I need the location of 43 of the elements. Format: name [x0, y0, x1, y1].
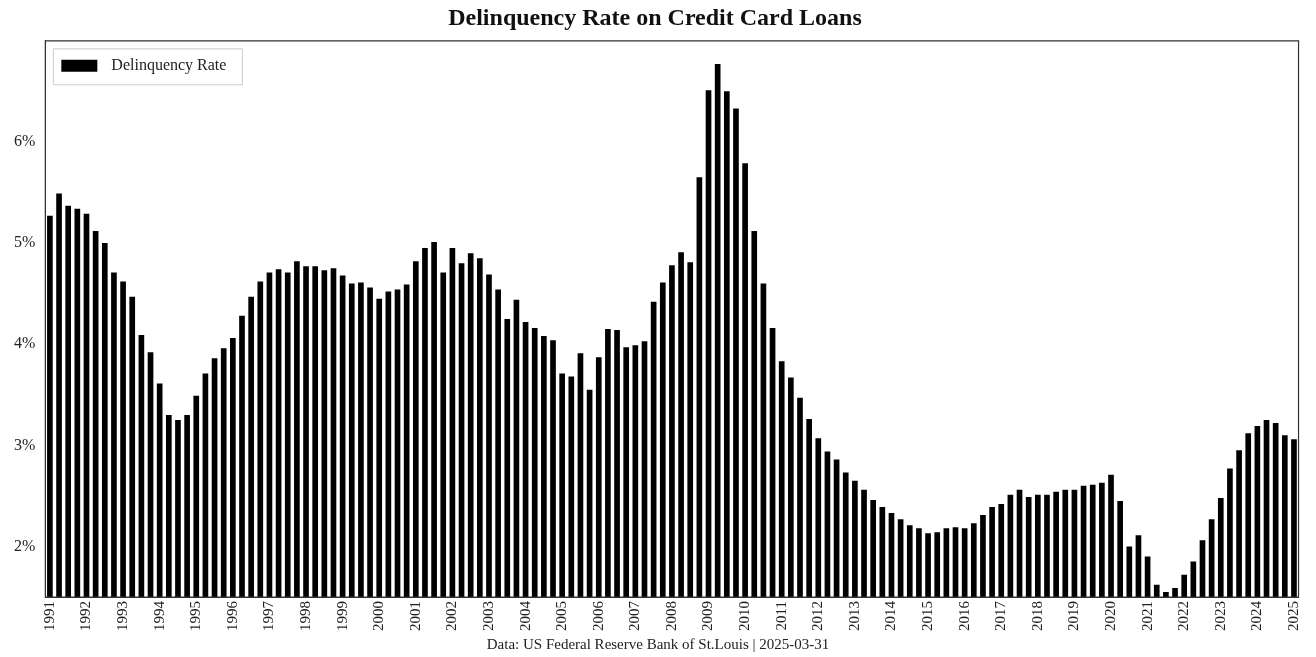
x-tick-label: 2019	[1065, 601, 1082, 631]
x-tick-label: 2024	[1248, 600, 1265, 631]
y-tick-label: 4%	[14, 334, 36, 352]
x-tick-label: 2012	[809, 601, 826, 631]
x-tick-label: 1991	[40, 601, 57, 631]
x-tick-label: 2006	[589, 600, 606, 631]
x-tick-label: 1999	[333, 601, 350, 631]
x-tick-label: 2025	[1284, 601, 1301, 631]
x-tick-label: 2016	[955, 600, 972, 631]
x-tick-label: 1996	[223, 600, 240, 631]
x-tick-label: 1995	[187, 601, 204, 631]
chart-title: Delinquency Rate on Credit Card Loans	[448, 3, 862, 30]
y-tick-label: 5%	[14, 233, 36, 251]
text: Data: US Federal Reserve Bank of St.Louis | 2025-03-31	[485, 636, 831, 653]
x-tick-label: 2003	[479, 601, 496, 631]
x-tick-label: 2008	[662, 601, 679, 631]
x-tick-label: 2023	[1211, 601, 1228, 631]
x-tick-label: 2020	[1101, 601, 1118, 631]
x-tick-label: 2015	[919, 601, 935, 631]
x-tick-label: 2002	[443, 601, 460, 631]
x-tick-label: 1998	[296, 601, 313, 631]
x-tick-label: 2018	[1028, 601, 1045, 631]
x-tick-label: 2005	[553, 601, 570, 631]
y-tick-label: 6%	[14, 132, 36, 150]
x-tick-label: 1993	[114, 601, 131, 631]
x-tick-label: 2013	[845, 601, 862, 631]
x-tick-label: 2009	[699, 601, 716, 631]
y-tick-label: 2%	[14, 536, 36, 554]
y-tick-label: 3%	[14, 435, 36, 453]
x-tick-label: 1994	[150, 600, 167, 631]
x-tick-label: 1997	[260, 600, 277, 631]
legend-label: Delinquency Rate	[111, 56, 227, 74]
x-tick-label: 2021	[1138, 601, 1155, 631]
x-tick-label: 2007	[626, 600, 643, 631]
x-tick-label: 2000	[370, 601, 387, 631]
x-tick-label: 2001	[406, 601, 423, 631]
x-tick-label: 2011	[772, 601, 789, 631]
x-tick-label: 2017	[992, 600, 1009, 631]
x-tick-label: 1992	[77, 601, 94, 631]
x-tick-label: 2022	[1175, 601, 1192, 631]
x-tick-label: 2004	[516, 600, 533, 631]
x-tick-label: 2010	[736, 601, 753, 631]
x-tick-label: 2014	[882, 600, 899, 631]
